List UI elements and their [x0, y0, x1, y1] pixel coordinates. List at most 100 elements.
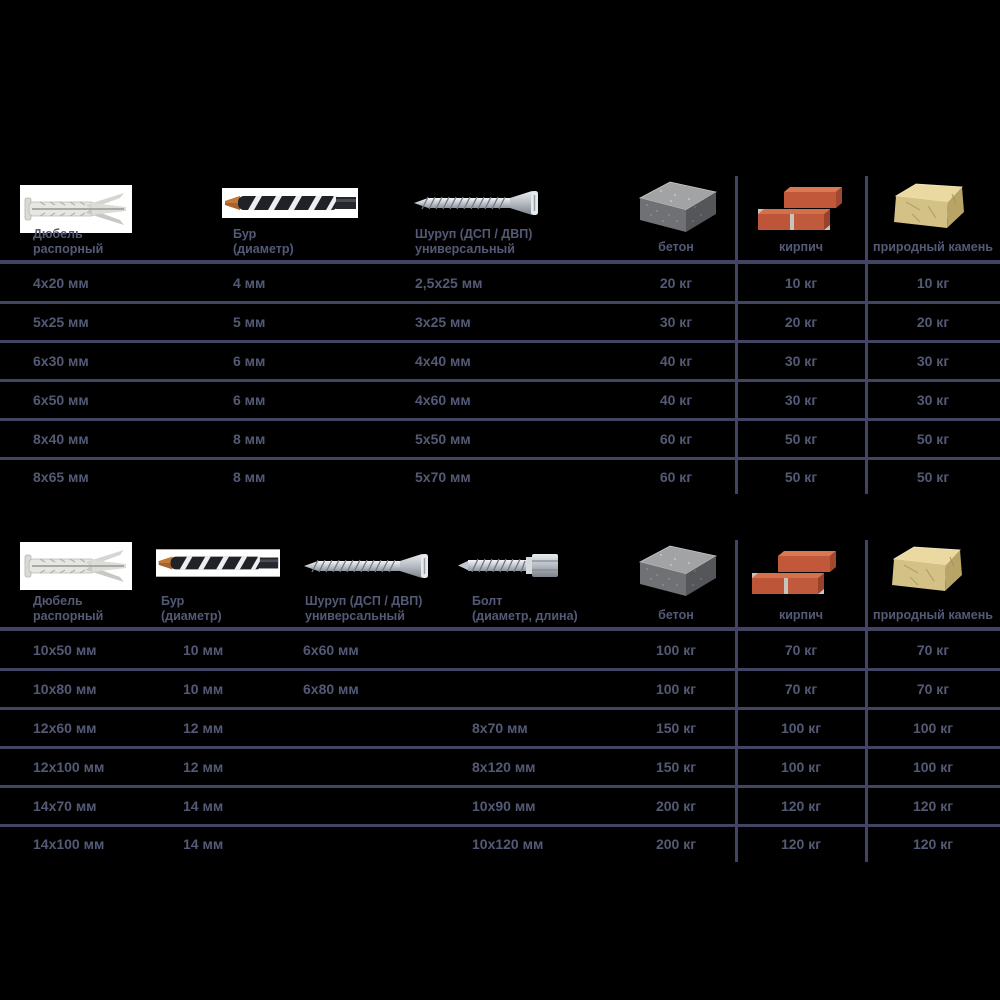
table-cell: 40 кг	[659, 391, 693, 408]
row-divider	[0, 745, 1000, 749]
table-cell: 6x50 мм	[33, 391, 89, 408]
table-cell: 10x120 мм	[472, 836, 544, 853]
column-header-screw: Шуруп (ДСП / ДВП) универсальный	[415, 227, 532, 257]
row-divider	[0, 784, 1000, 788]
table-cell: 8x40 мм	[33, 430, 89, 447]
table-cell: 5 мм	[233, 314, 266, 331]
table-cell: 120 кг	[912, 836, 954, 853]
table-cell: 20 кг	[659, 275, 693, 292]
column-header-drill: Бур (диаметр)	[161, 594, 222, 624]
drill-bit-image	[156, 549, 280, 577]
table-cell: 14 мм	[183, 836, 224, 853]
table-cell: 70 кг	[784, 642, 818, 659]
table-cell: 6x80 мм	[303, 681, 359, 698]
table-cell: 50 кг	[784, 430, 818, 447]
table-cell: 100 кг	[912, 719, 954, 736]
column-header-line2: универсальный	[415, 242, 515, 256]
column-header-line1: Шуруп (ДСП / ДВП)	[415, 227, 533, 241]
column-header-line1: Шуруп (ДСП / ДВП)	[305, 594, 423, 608]
table-cell: 6 мм	[233, 391, 266, 408]
dowel-image	[20, 185, 132, 233]
concrete-block-image	[636, 176, 720, 234]
row-divider	[0, 707, 1000, 711]
table-cell: 100 кг	[912, 758, 954, 775]
bricks-image	[750, 544, 840, 599]
column-divider	[735, 176, 738, 494]
table-cell: 30 кг	[916, 352, 950, 369]
table-cell: 10 кг	[916, 275, 950, 292]
column-header-line2: (диаметр, длина)	[472, 609, 578, 623]
bolt-image	[456, 549, 564, 582]
row-divider	[0, 301, 1000, 305]
material-label-concrete: бетон	[658, 608, 694, 622]
table-cell: 12 мм	[183, 758, 224, 775]
row-divider	[0, 456, 1000, 460]
table-cell: 6x30 мм	[33, 352, 89, 369]
table-cell: 50 кг	[916, 430, 950, 447]
stone-image	[890, 178, 970, 235]
dowel-image	[20, 542, 132, 590]
table-cell: 8x120 мм	[472, 758, 536, 775]
table-cell: 200 кг	[655, 797, 697, 814]
table-cell: 100 кг	[780, 758, 822, 775]
table-cell: 14 мм	[183, 797, 224, 814]
table-cell: 10 мм	[183, 642, 224, 659]
table-cell: 20 кг	[784, 314, 818, 331]
table-cell: 200 кг	[655, 836, 697, 853]
material-label-brick: кирпич	[778, 608, 824, 622]
table-cell: 100 кг	[780, 719, 822, 736]
table-cell: 8x65 мм	[33, 469, 89, 486]
column-header-bolt: Болт (диаметр, длина)	[472, 594, 578, 624]
row-divider	[0, 340, 1000, 344]
table-cell: 150 кг	[655, 719, 697, 736]
table-cell: 10 мм	[183, 681, 224, 698]
table-cell: 120 кг	[912, 797, 954, 814]
table-header-divider	[0, 260, 1000, 264]
table-cell: 60 кг	[659, 469, 693, 486]
table-cell: 120 кг	[780, 836, 822, 853]
table-cell: 2,5x25 мм	[415, 275, 483, 292]
table-cell: 5x50 мм	[415, 430, 471, 447]
column-header-line1: Бур	[233, 227, 257, 241]
column-divider	[735, 540, 738, 862]
table-cell: 6 мм	[233, 352, 266, 369]
table-cell: 4x20 мм	[33, 275, 89, 292]
table-cell: 60 кг	[659, 430, 693, 447]
table-cell: 70 кг	[916, 681, 950, 698]
row-divider	[0, 668, 1000, 672]
table-cell: 100 кг	[655, 642, 697, 659]
table-cell: 10x80 мм	[33, 681, 97, 698]
table-cell: 10 кг	[784, 275, 818, 292]
table-cell: 10x90 мм	[472, 797, 536, 814]
column-divider	[865, 540, 868, 862]
column-header-line2: (диаметр)	[233, 242, 294, 256]
stone-image	[888, 541, 968, 598]
table-header-divider	[0, 627, 1000, 631]
table-cell: 4 мм	[233, 275, 266, 292]
column-header-line2: (диаметр)	[161, 609, 222, 623]
row-divider	[0, 378, 1000, 382]
row-divider	[0, 417, 1000, 421]
table-cell: 4x60 мм	[415, 391, 471, 408]
table-cell: 12 мм	[183, 719, 224, 736]
table-cell: 70 кг	[784, 681, 818, 698]
table-cell: 40 кг	[659, 352, 693, 369]
table-cell: 12x60 мм	[33, 719, 97, 736]
column-header-screw: Шуруп (ДСП / ДВП) универсальный	[305, 594, 422, 624]
table-cell: 6x60 мм	[303, 642, 359, 659]
table-cell: 5x70 мм	[415, 469, 471, 486]
drill-bit-image	[222, 188, 358, 218]
table-cell: 8 мм	[233, 430, 266, 447]
column-header-line1: Бур	[161, 594, 185, 608]
table-cell: 150 кг	[655, 758, 697, 775]
table-cell: 20 кг	[916, 314, 950, 331]
table-cell: 5x25 мм	[33, 314, 89, 331]
table-cell: 30 кг	[659, 314, 693, 331]
column-header-line2: универсальный	[305, 609, 405, 623]
row-divider	[0, 823, 1000, 827]
table-cell: 50 кг	[784, 469, 818, 486]
column-header-dowel: Дюбель распорный	[33, 227, 103, 257]
table-cell: 50 кг	[916, 469, 950, 486]
table-cell: 14x100 мм	[33, 836, 105, 853]
concrete-block-image	[636, 540, 720, 598]
